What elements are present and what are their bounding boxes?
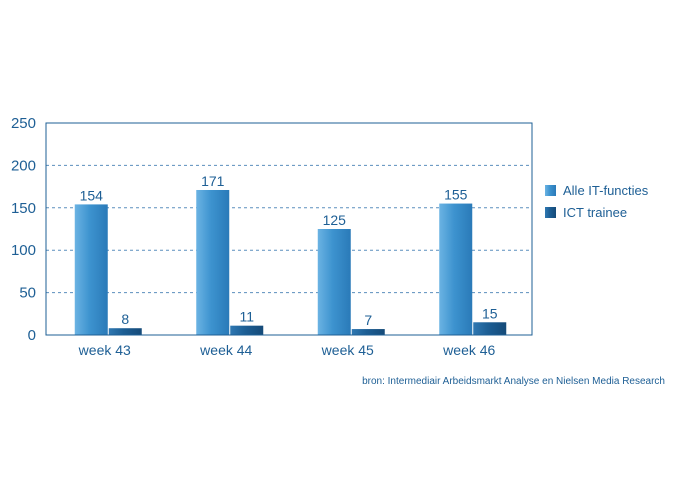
data-label: 11 [239, 309, 254, 325]
bar-ict-trainee [351, 329, 385, 335]
x-category-label: week 44 [199, 342, 252, 358]
bar-ict-trainee [108, 328, 142, 335]
y-tick-label: 100 [11, 242, 36, 259]
y-tick-label: 50 [19, 285, 36, 302]
bar-ict-trainee [473, 322, 507, 335]
bars [74, 189, 507, 335]
x-category-label: week 46 [442, 342, 495, 358]
x-category-label: week 45 [321, 342, 374, 358]
gridlines [46, 164, 532, 294]
bar-alle-it-functies [74, 204, 108, 335]
legend-label: ICT trainee [563, 205, 627, 220]
y-tick-label: 0 [28, 327, 36, 344]
legend-swatch [545, 185, 556, 196]
y-axis-ticks: 0 50 100 150 200 250 [11, 115, 36, 344]
data-label: 15 [482, 305, 498, 321]
data-label: 171 [201, 173, 225, 189]
plot-area-frame [45, 122, 533, 336]
y-tick-label: 250 [11, 115, 36, 132]
bar-alle-it-functies [317, 229, 351, 335]
data-label: 155 [444, 187, 468, 203]
data-label: 7 [364, 312, 372, 328]
legend-swatch [545, 207, 556, 218]
data-labels: 154 8 171 11 125 7 155 15 [80, 173, 498, 328]
x-category-label: week 43 [78, 342, 131, 358]
data-label: 8 [121, 311, 129, 327]
legend: Alle IT-functies ICT trainee [545, 183, 649, 220]
source-note: bron: Intermediair Arbeidsmarkt Analyse … [362, 376, 665, 387]
data-label: 125 [323, 212, 347, 228]
y-tick-label: 150 [11, 200, 36, 217]
legend-label: Alle IT-functies [563, 183, 649, 198]
bar-alle-it-functies [439, 203, 473, 335]
data-label: 154 [80, 187, 104, 203]
x-axis-categories: week 43 week 44 week 45 week 46 [78, 342, 496, 358]
y-tick-label: 200 [11, 157, 36, 174]
bar-ict-trainee [230, 325, 264, 335]
bar-alle-it-functies [196, 189, 230, 335]
